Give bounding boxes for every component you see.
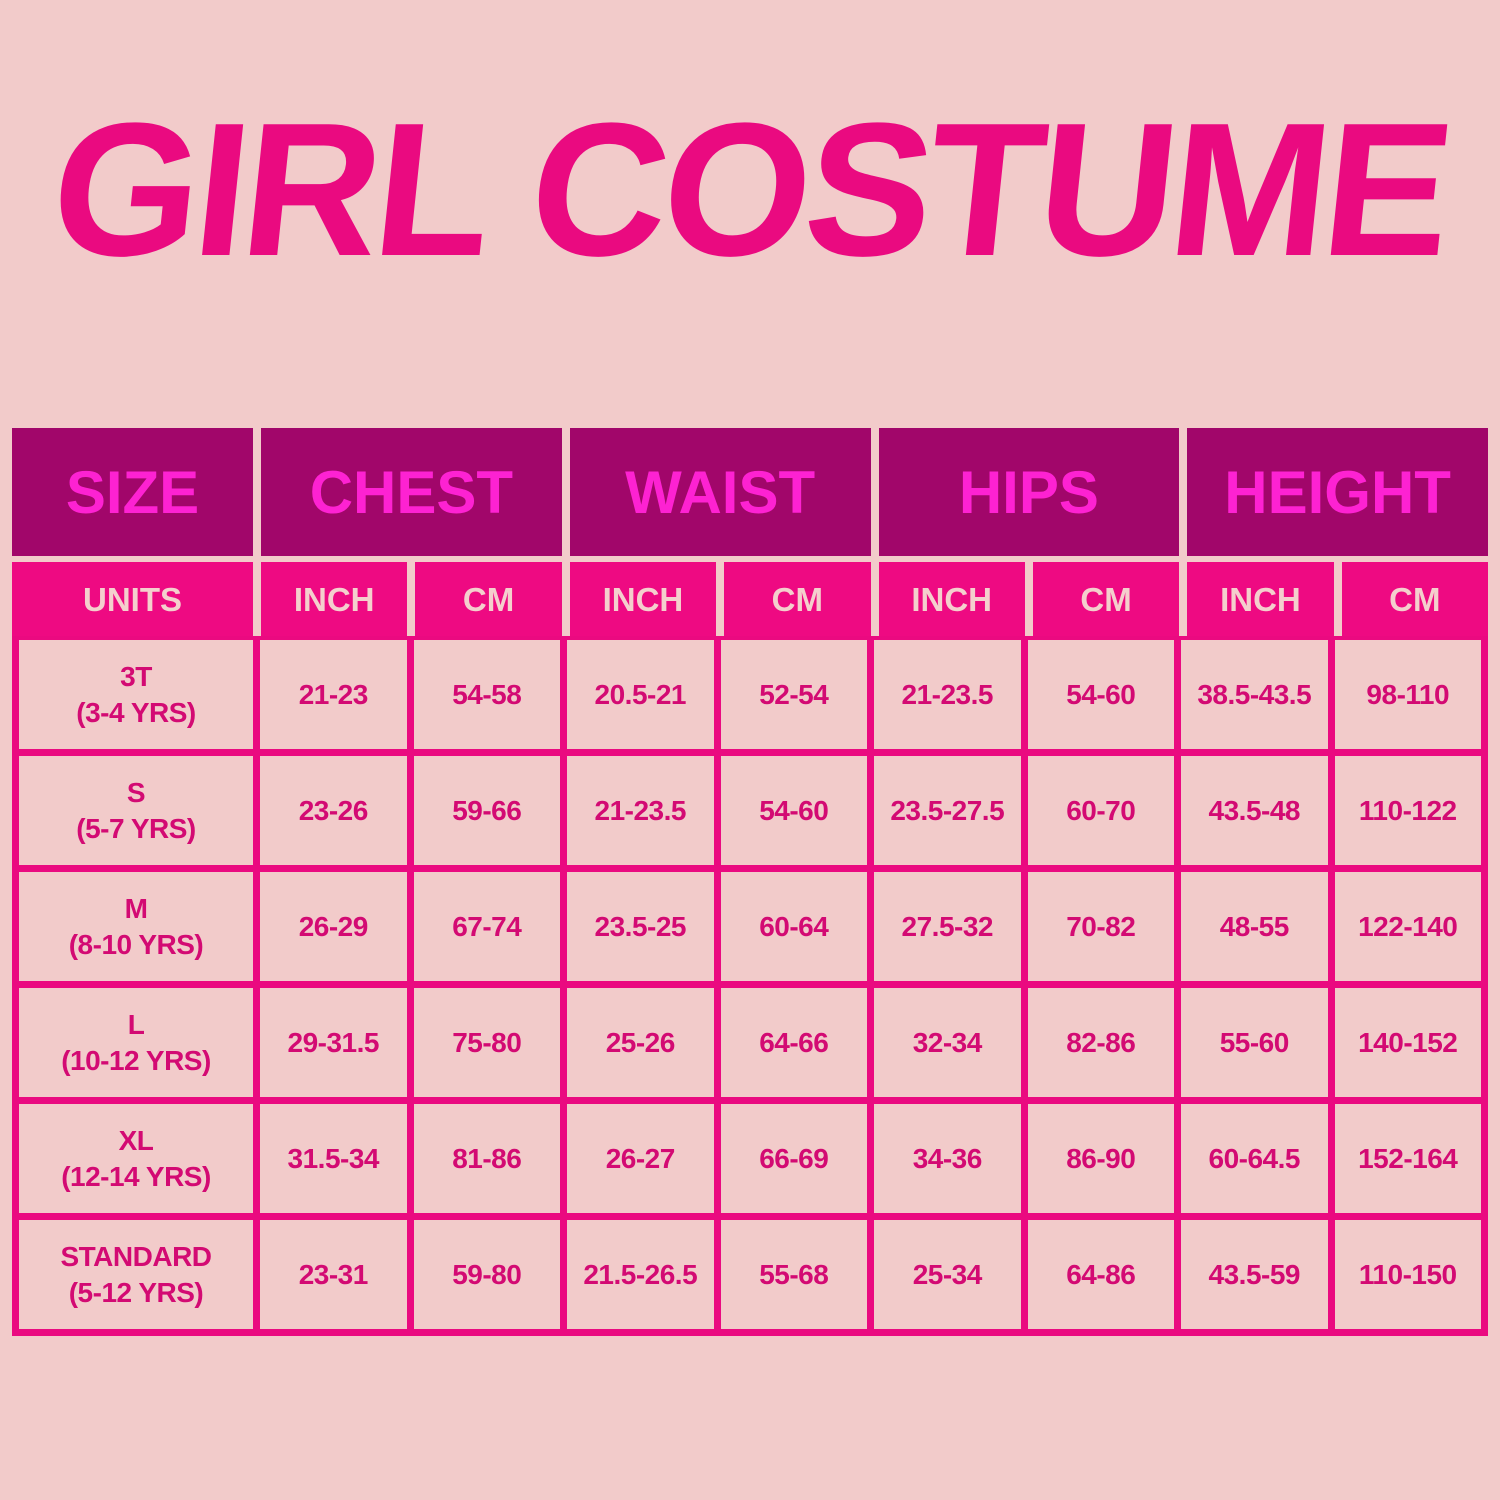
unit-inch: INCH bbox=[1187, 562, 1334, 638]
measurement-cell: 110-150 bbox=[1334, 1220, 1481, 1329]
measurement-cell: 75-80 bbox=[413, 988, 560, 1097]
measurement-cell: 48-55 bbox=[1181, 872, 1328, 981]
measurement-cell: 23-31 bbox=[260, 1220, 407, 1329]
header-height: HEIGHT bbox=[1187, 428, 1488, 556]
measurement-cell: 32-34 bbox=[874, 988, 1021, 1097]
size-cell: XL (12-14 YRS) bbox=[19, 1104, 253, 1213]
age-range: (5-7 YRS) bbox=[76, 812, 196, 844]
size-label: L bbox=[127, 1008, 145, 1040]
page-title: GIRL COSTUME bbox=[42, 84, 1458, 296]
measurement-cell: 81-86 bbox=[413, 1104, 560, 1213]
unit-cm: CM bbox=[1032, 562, 1180, 638]
header-waist: WAIST bbox=[569, 428, 871, 556]
unit-cm: CM bbox=[1341, 562, 1488, 638]
measurement-cell: 59-80 bbox=[413, 1220, 560, 1329]
measurement-cell: 67-74 bbox=[413, 872, 560, 981]
measurement-cell: 86-90 bbox=[1027, 1104, 1174, 1213]
measurement-cell: 34-36 bbox=[874, 1104, 1021, 1213]
unit-cm: CM bbox=[415, 562, 562, 638]
measurement-cell: 60-64 bbox=[720, 872, 867, 981]
size-label: 3T bbox=[120, 660, 152, 692]
unit-inch: INCH bbox=[261, 562, 408, 638]
header-chest: CHEST bbox=[261, 428, 562, 556]
measurement-cell: 26-27 bbox=[567, 1104, 714, 1213]
header-size: SIZE bbox=[12, 428, 253, 556]
units-row: UNITS INCH CM INCH CM INCH CM INCH CM bbox=[12, 562, 1488, 638]
measurement-cell: 54-60 bbox=[1027, 640, 1174, 749]
header-hips: HIPS bbox=[878, 428, 1180, 556]
measurement-cell: 23.5-25 bbox=[567, 872, 714, 981]
measurement-cell: 27.5-32 bbox=[874, 872, 1021, 981]
measurement-cell: 43.5-48 bbox=[1181, 756, 1328, 865]
age-range: (8-10 YRS) bbox=[68, 928, 204, 960]
measurement-cell: 98-110 bbox=[1334, 640, 1481, 749]
measurement-cell: 82-86 bbox=[1027, 988, 1174, 1097]
measurement-cell: 20.5-21 bbox=[567, 640, 714, 749]
size-label: STANDARD bbox=[60, 1240, 212, 1272]
measurement-cell: 70-82 bbox=[1027, 872, 1174, 981]
measurement-cell: 21-23.5 bbox=[567, 756, 714, 865]
measurement-cell: 38.5-43.5 bbox=[1181, 640, 1328, 749]
measurement-cell: 64-86 bbox=[1027, 1220, 1174, 1329]
measurement-cell: 140-152 bbox=[1334, 988, 1481, 1097]
measurement-cell: 21.5-26.5 bbox=[567, 1220, 714, 1329]
measurement-cell: 52-54 bbox=[720, 640, 867, 749]
measurement-cell: 26-29 bbox=[260, 872, 407, 981]
measurement-cell: 60-64.5 bbox=[1181, 1104, 1328, 1213]
measurement-cell: 60-70 bbox=[1027, 756, 1174, 865]
age-range: (12-14 YRS) bbox=[61, 1160, 211, 1192]
size-label: M bbox=[124, 892, 148, 924]
units-label: UNITS bbox=[12, 562, 253, 638]
unit-inch: INCH bbox=[878, 562, 1025, 638]
size-cell: S (5-7 YRS) bbox=[19, 756, 253, 865]
size-cell: 3T (3-4 YRS) bbox=[19, 640, 253, 749]
measurement-cell: 54-60 bbox=[720, 756, 867, 865]
measurement-cell: 43.5-59 bbox=[1181, 1220, 1328, 1329]
size-label: XL bbox=[118, 1124, 154, 1156]
measurement-cell: 110-122 bbox=[1334, 756, 1481, 865]
measurement-cell: 25-34 bbox=[874, 1220, 1021, 1329]
measurement-cell: 122-140 bbox=[1334, 872, 1481, 981]
measurement-cell: 23-26 bbox=[260, 756, 407, 865]
measurement-cell: 25-26 bbox=[567, 988, 714, 1097]
measurement-cell: 29-31.5 bbox=[260, 988, 407, 1097]
measurement-cell: 31.5-34 bbox=[260, 1104, 407, 1213]
age-range: (5-12 YRS) bbox=[68, 1276, 204, 1308]
measurement-cell: 55-68 bbox=[720, 1220, 867, 1329]
measurement-cell: 64-66 bbox=[720, 988, 867, 1097]
header-row: SIZE CHEST WAIST HIPS HEIGHT bbox=[12, 428, 1488, 556]
measurement-cell: 59-66 bbox=[413, 756, 560, 865]
age-range: (3-4 YRS) bbox=[76, 696, 196, 728]
size-cell: L (10-12 YRS) bbox=[19, 988, 253, 1097]
measurement-cell: 152-164 bbox=[1334, 1104, 1481, 1213]
size-label: S bbox=[126, 776, 146, 808]
measurement-cell: 66-69 bbox=[720, 1104, 867, 1213]
size-cell: STANDARD (5-12 YRS) bbox=[19, 1220, 253, 1329]
unit-inch: INCH bbox=[569, 562, 717, 638]
size-table-body: 3T (3-4 YRS) 21-23 54-58 20.5-21 52-54 21-23.5… bbox=[12, 636, 1488, 1336]
measurement-cell: 23.5-27.5 bbox=[874, 756, 1021, 865]
measurement-cell: 54-58 bbox=[413, 640, 560, 749]
measurement-cell: 21-23.5 bbox=[874, 640, 1021, 749]
age-range: (10-12 YRS) bbox=[61, 1044, 211, 1076]
unit-cm: CM bbox=[724, 562, 871, 638]
measurement-cell: 21-23 bbox=[260, 640, 407, 749]
size-cell: M (8-10 YRS) bbox=[19, 872, 253, 981]
measurement-cell: 55-60 bbox=[1181, 988, 1328, 1097]
